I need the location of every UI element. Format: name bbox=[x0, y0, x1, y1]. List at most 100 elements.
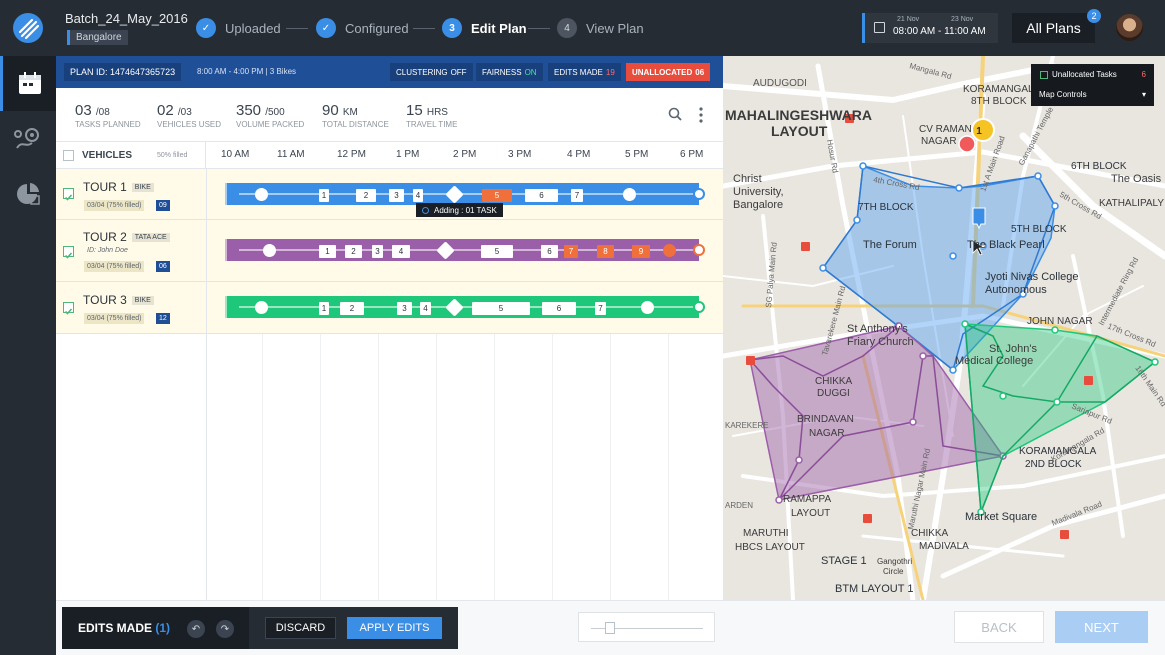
step-connector bbox=[413, 28, 435, 29]
unallocated-value: 06 bbox=[695, 67, 705, 77]
nav-plan[interactable] bbox=[0, 56, 56, 111]
track-end[interactable] bbox=[693, 188, 705, 200]
avatar[interactable] bbox=[1116, 14, 1143, 41]
task-chip[interactable]: 6 bbox=[525, 189, 558, 202]
driver-id: ID: John Doe bbox=[87, 247, 128, 254]
task-chip[interactable]: 5 bbox=[482, 189, 512, 202]
hour-label: 4 PM bbox=[567, 149, 591, 160]
task-chip[interactable]: 2 bbox=[356, 189, 376, 202]
unallocated-toggle[interactable]: Unallocated Tasks bbox=[1040, 70, 1117, 79]
tour-fill: 03/04 (75% filled) bbox=[84, 200, 145, 211]
task-chip[interactable]: 3 bbox=[372, 245, 383, 258]
check-icon bbox=[64, 194, 73, 201]
nav-reports[interactable] bbox=[0, 166, 56, 221]
task-chip[interactable]: 4 bbox=[413, 189, 423, 202]
task-chip[interactable]: 9 bbox=[632, 245, 650, 258]
step-uploaded[interactable]: ✓ Uploaded bbox=[196, 17, 281, 39]
task-chip[interactable]: 2 bbox=[345, 245, 362, 258]
adding-text: Adding : 01 TASK bbox=[434, 205, 497, 215]
logo-icon[interactable] bbox=[12, 12, 44, 44]
location-pin-icon[interactable] bbox=[958, 135, 976, 153]
gridline bbox=[668, 169, 669, 600]
stat-value: 02 bbox=[157, 102, 174, 119]
all-plans-button[interactable]: All Plans bbox=[1012, 13, 1095, 43]
task-chip[interactable]: 5 bbox=[472, 302, 530, 315]
edits-label: EDITS MADE bbox=[554, 67, 603, 77]
map-view[interactable]: AUDUGODI KORAMANGALA 8TH BLOCK MAHALINGE… bbox=[723, 56, 1165, 600]
fairness-toggle[interactable]: FAIRNESS ON bbox=[476, 63, 543, 81]
redo-button[interactable]: ↷ bbox=[216, 620, 234, 638]
tour-track-2[interactable]: 1 2 3 4 5 6 7 8 9 bbox=[225, 239, 705, 261]
cluster-marker[interactable] bbox=[971, 118, 995, 142]
chevron-down-icon[interactable]: ▾ bbox=[1141, 90, 1146, 99]
task-chip[interactable]: 4 bbox=[392, 245, 410, 258]
discard-button[interactable]: DISCARD bbox=[265, 617, 336, 639]
tour-label: TOUR 1 bbox=[83, 180, 127, 194]
task-chip[interactable]: 3 bbox=[397, 302, 412, 315]
map-canvas[interactable] bbox=[723, 56, 1165, 600]
timeline-zoom-slider[interactable] bbox=[578, 612, 715, 642]
tour-checkbox[interactable] bbox=[63, 246, 74, 259]
tour-checkbox[interactable] bbox=[63, 302, 74, 315]
select-all-checkbox[interactable] bbox=[63, 150, 74, 161]
tour-track-1[interactable]: 1 2 3 4 5 6 7 bbox=[225, 183, 705, 205]
more-icon[interactable] bbox=[699, 107, 703, 123]
task-chip[interactable]: 3 bbox=[389, 189, 404, 202]
from-date: 21 Nov bbox=[897, 16, 920, 23]
stat-distance: 90 KM TOTAL DISTANCE bbox=[322, 102, 389, 129]
clustering-toggle[interactable]: CLUSTERING OFF bbox=[390, 63, 473, 81]
step-edit-plan[interactable]: 3 Edit Plan bbox=[442, 17, 527, 39]
task-chip[interactable]: 5 bbox=[481, 245, 513, 258]
hour-label: 11 AM bbox=[277, 149, 305, 160]
tour-row-2[interactable]: TOUR 2 TATA ACE ID: John Doe 03/04 (75% f… bbox=[56, 220, 723, 282]
tour-count: 12 bbox=[156, 313, 170, 324]
adding-task-tooltip: Adding : 01 TASK bbox=[416, 203, 503, 217]
tour-track-3[interactable]: 1 2 3 4 5 6 7 bbox=[225, 296, 705, 318]
stat-label: TASKS PLANNED bbox=[75, 120, 141, 129]
time-window-selector[interactable]: 21 Nov 23 Nov 08:00 AM - 11:00 AM bbox=[862, 13, 998, 43]
step-configured[interactable]: ✓ Configured bbox=[316, 17, 409, 39]
plan-stats: 03 /08 TASKS PLANNED 02 /03 VEHICLES USE… bbox=[56, 88, 723, 142]
back-button[interactable]: BACK bbox=[954, 611, 1044, 643]
step-view-plan[interactable]: 4 View Plan bbox=[557, 17, 644, 39]
undo-button[interactable]: ↶ bbox=[187, 620, 205, 638]
task-chip[interactable]: 7 bbox=[595, 302, 606, 315]
task-chip[interactable]: 6 bbox=[542, 302, 576, 315]
track-end[interactable] bbox=[693, 301, 705, 313]
gridline bbox=[436, 169, 437, 600]
tour-checkbox[interactable] bbox=[63, 188, 74, 201]
task-chip[interactable]: 7 bbox=[564, 245, 578, 258]
edits-made-chip[interactable]: EDITS MADE 19 bbox=[548, 63, 621, 81]
tour-row-3[interactable]: TOUR 3 BIKE 03/04 (75% filled) 12 1 2 3 4… bbox=[56, 282, 723, 334]
stat-volume: 350 /500 VOLUME PACKED bbox=[236, 102, 304, 129]
left-nav bbox=[0, 56, 56, 655]
selected-pin-icon[interactable] bbox=[972, 207, 986, 230]
map-controls-label[interactable]: Map Controls bbox=[1039, 90, 1087, 99]
tour-3-area[interactable] bbox=[964, 323, 1157, 513]
task-chip[interactable]: 1 bbox=[319, 245, 336, 258]
hour-label: 10 AM bbox=[221, 149, 250, 160]
unallocated-tasks-label: Unallocated Tasks bbox=[1052, 70, 1117, 79]
apply-edits-button[interactable]: APPLY EDITS bbox=[347, 617, 442, 639]
track-end[interactable] bbox=[693, 244, 705, 256]
search-icon[interactable] bbox=[668, 107, 682, 121]
stat-total: /500 bbox=[265, 107, 285, 118]
tour-2-area[interactable] bbox=[749, 325, 1005, 501]
task-chip[interactable]: 2 bbox=[340, 302, 364, 315]
task-chip[interactable]: 8 bbox=[597, 245, 614, 258]
next-button[interactable]: NEXT bbox=[1055, 611, 1148, 643]
task-chip[interactable]: 7 bbox=[571, 189, 583, 202]
task-chip[interactable]: 1 bbox=[319, 189, 329, 202]
task-chip[interactable]: 6 bbox=[541, 245, 558, 258]
track-line bbox=[239, 193, 699, 195]
gridline bbox=[320, 169, 321, 600]
tour-row-1[interactable]: TOUR 1 BIKE 03/04 (75% filled) 09 1 2 3 4… bbox=[56, 169, 723, 220]
tour-3-stops bbox=[961, 320, 1159, 516]
unallocated-chip[interactable]: UNALLOCATED 06 bbox=[626, 63, 711, 81]
task-chip[interactable]: 4 bbox=[420, 302, 431, 315]
nav-map[interactable] bbox=[0, 111, 56, 166]
step-label: Uploaded bbox=[225, 20, 281, 36]
slider-handle[interactable] bbox=[605, 622, 615, 634]
step-number: 3 bbox=[442, 18, 462, 38]
task-chip[interactable]: 1 bbox=[319, 302, 329, 315]
